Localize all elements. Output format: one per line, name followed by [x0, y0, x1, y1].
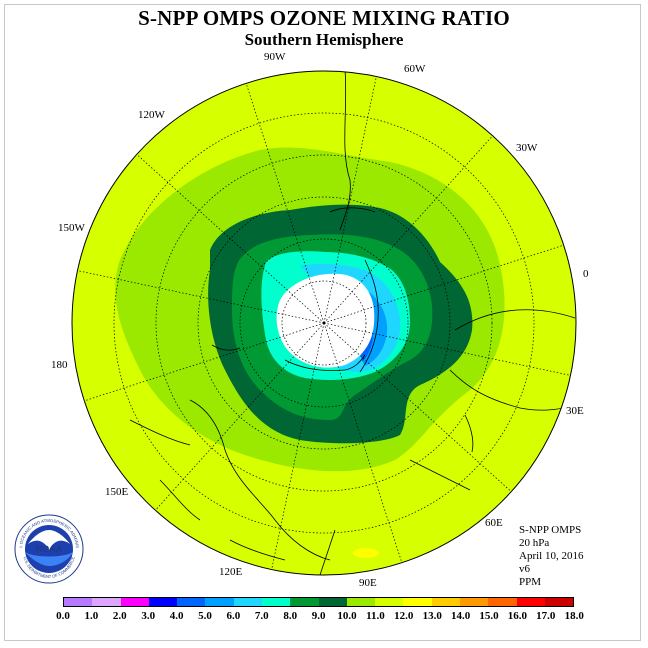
colorbar-tick-label: 14.0: [450, 610, 471, 622]
lon-label-30e: 30E: [566, 405, 584, 417]
lon-label-90e: 90E: [359, 577, 377, 589]
colorbar-tick-label: 9.0: [311, 610, 326, 622]
colorbar-cell: [346, 598, 376, 606]
lon-label-0: 0: [583, 268, 589, 280]
coastlines: [129, 71, 576, 575]
colorbar-tick-label: 4.0: [169, 610, 184, 622]
lon-label-60w: 60W: [404, 63, 426, 75]
colorbar-cell: [544, 598, 574, 606]
colorbar-tick-label: 3.0: [141, 610, 156, 622]
colorbar-cell: [205, 598, 234, 606]
meridian-line: [323, 76, 377, 324]
colorbar-cell: [516, 598, 545, 606]
colorbar-cell: [431, 598, 460, 606]
colorbar-tick-label: 0.0: [56, 610, 70, 622]
meridian-line: [323, 322, 571, 376]
map-title: S-NPP OMPS OZONE MIXING RATIO: [138, 6, 510, 30]
colorbar-cell: [488, 598, 517, 606]
colorbar-tick-label: 1.0: [84, 610, 99, 622]
lon-label-120e: 120E: [219, 566, 243, 578]
lon-label-30w: 30W: [516, 142, 538, 154]
colorbar-cell: [318, 598, 347, 606]
colorbar-tick-label: 16.0: [507, 610, 528, 622]
meridian-line: [323, 322, 403, 563]
meridian-line: [136, 154, 325, 324]
south-pole-marker: [322, 321, 326, 325]
info-level: 20 hPa: [519, 537, 550, 549]
colorbar-cell: [92, 598, 121, 606]
pole-no-data: [276, 273, 375, 368]
colorbar-cell: [120, 598, 149, 606]
colorbar-cell: [459, 598, 489, 606]
info-date: April 10, 2016: [519, 550, 584, 562]
colorbar-cell: [177, 598, 206, 606]
lon-label-180: 180: [51, 359, 68, 371]
meridian-line: [323, 322, 512, 492]
lon-label-120w: 120W: [138, 109, 165, 121]
map-boundary: [71, 70, 577, 576]
colorbar-tick-label: 8.0: [283, 610, 298, 622]
colorbar-cell: [261, 598, 291, 606]
colorbar-cell: [64, 598, 93, 606]
info-panel: S-NPP OMPS 20 hPa April 10, 2016 v6 PPM: [519, 524, 583, 589]
colorbar-tick-label: 6.0: [226, 610, 241, 622]
colorbar-tick-label: 17.0: [536, 610, 556, 622]
info-instrument: S-NPP OMPS: [519, 524, 582, 536]
meridian-line: [323, 135, 493, 324]
colorbar-tick-label: 12.0: [394, 610, 414, 622]
info-units: PPM: [519, 576, 542, 588]
colorbar-tick-label: 7.0: [254, 610, 269, 622]
meridian-line: [271, 322, 325, 570]
graticule: [77, 76, 571, 570]
noaa-logo: NOAA NATIONAL OCEANIC AND ATMOSPHERIC AD…: [14, 514, 84, 584]
field-12-13: [353, 548, 379, 558]
colorbar-tick-label: 2.0: [112, 610, 127, 622]
colorbar-tick-label: 10.0: [337, 610, 357, 622]
lon-label-60e: 60E: [485, 517, 503, 529]
meridian-line: [77, 270, 325, 324]
lon-label-150e: 150E: [105, 486, 129, 498]
lon-label-90w: 90W: [264, 51, 286, 63]
map-subtitle: Southern Hemisphere: [244, 30, 404, 49]
colorbar-cell: [403, 598, 432, 606]
meridian-line: [245, 83, 325, 324]
lon-label-150w: 150W: [58, 222, 85, 234]
colorbar-tick-label: 5.0: [198, 610, 212, 622]
colorbar-cell: [290, 598, 319, 606]
colorbar-tick-label: 13.0: [422, 610, 442, 622]
meridian-line: [155, 322, 325, 511]
colorbar-tick-label: 18.0: [564, 610, 584, 622]
meridian-line: [84, 322, 325, 402]
colorbar-tick-label: 11.0: [366, 610, 385, 622]
noaa-logo-text: NOAA: [36, 544, 63, 554]
meridian-line: [323, 244, 564, 324]
colorbar: [63, 597, 575, 607]
colorbar-cell: [148, 598, 178, 606]
figure-frame: [4, 4, 641, 641]
colorbar-cell: [233, 598, 262, 606]
colorbar-cell: [375, 598, 404, 606]
colorbar-tick-label: 15.0: [479, 610, 499, 622]
info-version: v6: [519, 563, 530, 575]
